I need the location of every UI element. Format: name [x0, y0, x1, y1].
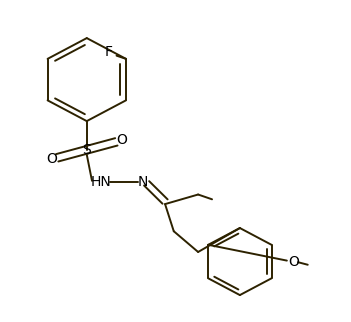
Text: S: S: [82, 143, 91, 157]
Text: O: O: [289, 255, 299, 269]
Text: HN: HN: [90, 175, 111, 189]
Text: O: O: [47, 152, 58, 166]
Text: N: N: [137, 175, 148, 189]
Text: O: O: [116, 133, 127, 147]
Text: F: F: [105, 45, 113, 60]
